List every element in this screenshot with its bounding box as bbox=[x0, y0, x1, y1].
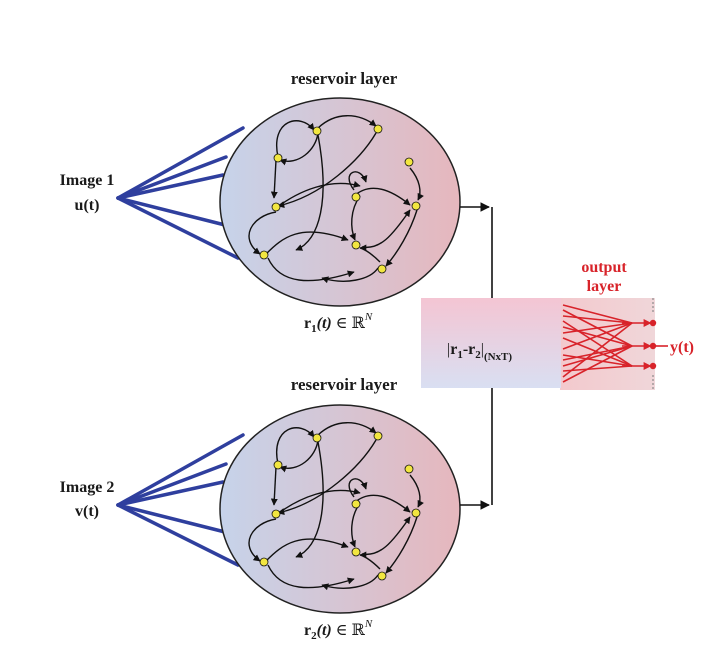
output-arrows bbox=[622, 319, 652, 370]
state-in: ∈ bbox=[336, 315, 348, 332]
reservoir-top-title: reservoir layer bbox=[291, 69, 398, 88]
r2: r bbox=[468, 341, 475, 358]
state-var: r bbox=[304, 315, 311, 332]
r1-sub: 1 bbox=[457, 349, 463, 361]
output-ellipsis-dots bbox=[652, 298, 654, 389]
state-sup: N bbox=[364, 311, 373, 323]
abs-open: | bbox=[447, 341, 450, 358]
image1-signal: u(t) bbox=[75, 197, 100, 214]
connector-lines bbox=[460, 202, 493, 510]
difference-label: |r1-r2|(NxT) bbox=[447, 341, 512, 363]
dims: (NxT) bbox=[484, 351, 512, 363]
state-in: ∈ bbox=[336, 622, 348, 639]
output-signal: y(t) bbox=[670, 339, 694, 356]
image2-label: Image 2 bbox=[60, 479, 115, 496]
r1: r bbox=[450, 341, 457, 358]
state-space: ℝ bbox=[352, 315, 366, 332]
image2-signal: v(t) bbox=[75, 503, 99, 520]
difference-box bbox=[421, 298, 561, 388]
reservoir-bottom-circle bbox=[219, 404, 461, 614]
reservoir-bottom-title: reservoir layer bbox=[291, 375, 398, 394]
minus: - bbox=[463, 341, 468, 358]
reservoir-top bbox=[219, 97, 461, 307]
state-var: r bbox=[304, 622, 311, 639]
state-time: (t) bbox=[317, 315, 332, 332]
r2-sub: 2 bbox=[475, 349, 481, 361]
state-time: (t) bbox=[317, 622, 332, 639]
reservoir-top-state-label: r1(t) ∈ ℝN bbox=[304, 311, 373, 335]
output-layer-title-line2: layer bbox=[587, 278, 622, 295]
reservoir-bottom-state-label: r2(t) ∈ ℝN bbox=[304, 618, 373, 642]
reservoir-bottom bbox=[219, 404, 461, 614]
state-space: ℝ bbox=[352, 622, 366, 639]
input-connections-bottom bbox=[116, 433, 245, 567]
state-sub: 2 bbox=[311, 630, 317, 642]
image1-label: Image 1 bbox=[60, 172, 115, 189]
output-nodes bbox=[649, 319, 657, 370]
state-sub: 1 bbox=[311, 323, 317, 335]
output-connections bbox=[562, 304, 633, 383]
output-layer-title-line1: output bbox=[581, 259, 627, 276]
abs-close: | bbox=[481, 341, 484, 358]
input-connections-top bbox=[116, 126, 245, 260]
reservoir-top-circle bbox=[219, 97, 461, 307]
state-sup: N bbox=[364, 618, 373, 630]
